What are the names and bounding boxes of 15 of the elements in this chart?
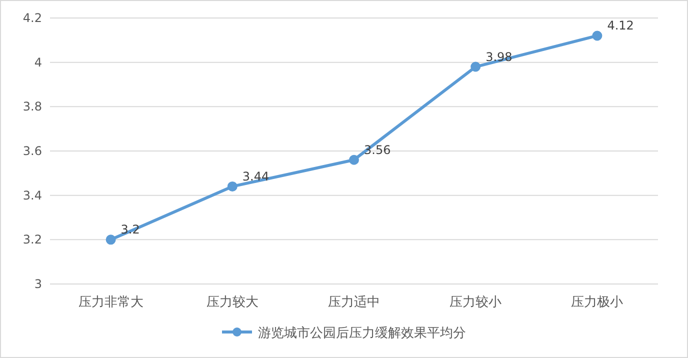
xtick: 压力较小 bbox=[450, 295, 502, 310]
ytick: 3.2 bbox=[22, 232, 42, 247]
ytick: 3 bbox=[34, 277, 42, 291]
ytick: 4 bbox=[34, 55, 42, 70]
ytick: 3.4 bbox=[22, 188, 42, 202]
xtick: 压力较大 bbox=[206, 295, 258, 310]
ytick: 3.6 bbox=[22, 144, 42, 158]
xtick: 压力适中 bbox=[328, 295, 380, 310]
data-label: 4.12 bbox=[607, 18, 634, 33]
xtick: 压力极小 bbox=[571, 295, 624, 310]
xtick: 压力非常大 bbox=[78, 295, 144, 310]
data-label: 3.44 bbox=[242, 169, 270, 184]
ytick: 3.8 bbox=[22, 100, 42, 114]
ytick: 4.2 bbox=[22, 11, 42, 25]
legend-text: 游览城市公园后压力缓解效果平均分 bbox=[258, 326, 466, 341]
